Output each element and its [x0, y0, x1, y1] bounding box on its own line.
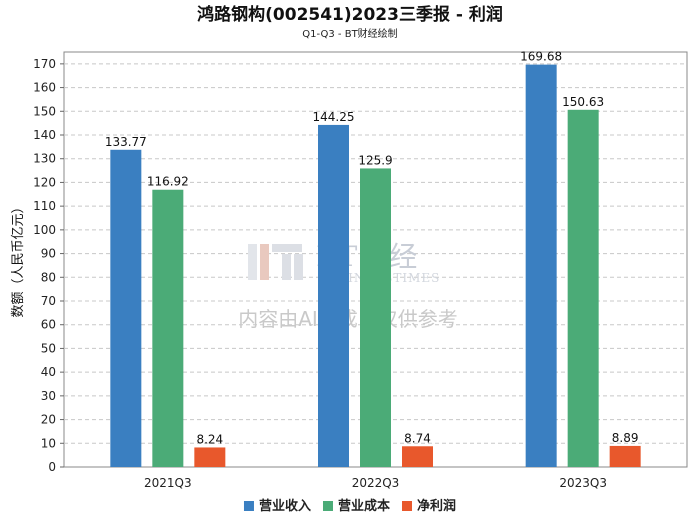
y-tick-label: 0: [48, 460, 56, 474]
data-labels: 133.77 116.92 8.24 144.25 125.9 8.74 169.68 150…: [105, 50, 639, 447]
y-tick-label: 110: [33, 199, 56, 213]
y-tick-label: 150: [33, 104, 56, 118]
y-tick-label: 10: [41, 436, 56, 450]
data-label: 144.25: [313, 110, 355, 124]
legend-label: 净利润: [417, 498, 456, 514]
bar-2: [567, 109, 599, 467]
y-axis-ticks: 0 10 20 30 40 50 60 70 80 90 100 110 120 130 140 150 160…: [33, 57, 64, 474]
y-tick-label: 70: [41, 294, 56, 308]
data-label: 8.24: [196, 432, 223, 446]
legend-label: 营业成本: [338, 498, 390, 514]
data-label: 150.63: [562, 95, 604, 109]
y-axis-label: 数额（人民币亿元）: [11, 200, 26, 317]
x-axis-ticks: 2021Q3 2022Q3 2023Q3: [144, 476, 607, 490]
y-tick-label: 100: [33, 223, 56, 237]
y-tick-label: 160: [33, 81, 56, 95]
chart-title: 鸿路钢构(002541)2023三季报 - 利润: [197, 4, 503, 25]
y-tick-label: 170: [33, 57, 56, 71]
data-label: 116.92: [147, 175, 189, 189]
data-label: 8.74: [404, 431, 431, 445]
legend-swatch: [243, 501, 254, 511]
legend-swatch: [402, 501, 413, 511]
y-tick-label: 30: [41, 389, 56, 403]
bar-3: [194, 447, 226, 467]
bar-1: [318, 124, 349, 468]
y-tick-label: 60: [41, 318, 56, 332]
legend-label: 营业收入: [259, 498, 311, 514]
data-label: 125.9: [358, 153, 392, 167]
y-tick-label: 40: [41, 365, 56, 379]
bar-2: [360, 168, 391, 468]
bar-3: [609, 445, 641, 467]
x-tick-label: 2021Q3: [144, 476, 192, 490]
y-tick-label: 130: [33, 152, 56, 166]
y-tick-label: 140: [33, 128, 56, 142]
bar-1: [110, 149, 142, 468]
data-label: 169.68: [520, 50, 562, 64]
legend: 营业收入 营业成本 净利润: [243, 498, 456, 514]
bar-1: [525, 64, 557, 467]
y-tick-label: 50: [41, 341, 56, 355]
data-label: 8.89: [612, 431, 639, 445]
x-tick-label: 2023Q3: [559, 476, 607, 490]
legend-swatch: [322, 501, 333, 511]
chart-subtitle: Q1-Q3 - BT财经绘制: [302, 27, 397, 40]
bar-3: [402, 446, 433, 467]
data-label: 133.77: [105, 135, 147, 149]
y-tick-label: 80: [41, 270, 56, 284]
watermark-logo-icon: [248, 244, 303, 280]
y-tick-label: 20: [41, 413, 56, 427]
y-tick-label: 120: [33, 175, 56, 189]
x-tick-label: 2022Q3: [352, 476, 400, 490]
y-tick-label: 90: [41, 247, 56, 261]
bars: [110, 64, 641, 468]
bar-2: [152, 189, 184, 467]
